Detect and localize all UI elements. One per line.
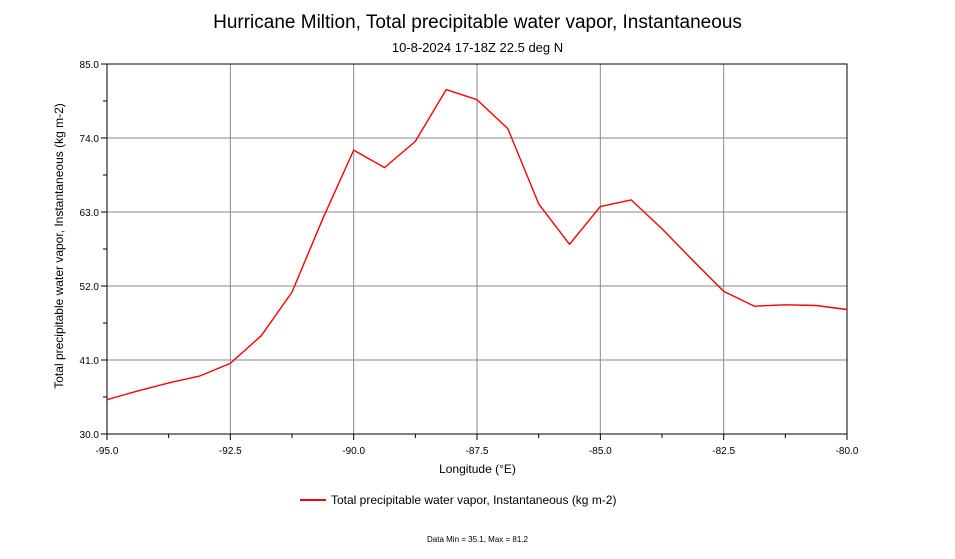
x-tick-label: -82.5 (712, 446, 735, 457)
y-tick-label: 41.0 (80, 356, 100, 367)
y-tick-label: 85.0 (80, 60, 100, 71)
series-line (106, 88, 848, 401)
data-range-footnote: Data Min = 35.1, Max = 81.2 (427, 535, 528, 544)
y-tick-label: 30.0 (80, 430, 100, 441)
legend: Total precipitable water vapor, Instanta… (300, 493, 616, 507)
x-tick-label: -92.5 (219, 446, 242, 457)
x-tick-label: -95.0 (96, 446, 119, 457)
x-tick-label: -90.0 (342, 446, 365, 457)
y-axis-label: Total precipitable water vapor, Instanta… (52, 103, 66, 389)
legend-swatch (300, 499, 326, 501)
chart-title: Hurricane Miltion, Total precipitable wa… (213, 12, 742, 33)
y-tick-label: 63.0 (80, 208, 100, 219)
y-tick-label: 74.0 (80, 134, 100, 145)
x-tick-label: -85.0 (589, 446, 612, 457)
x-tick-label: -87.5 (466, 446, 489, 457)
x-tick-label: -80.0 (836, 446, 859, 457)
legend-label: Total precipitable water vapor, Instanta… (331, 493, 617, 507)
y-tick-label: 52.0 (80, 282, 100, 293)
x-axis-label: Longitude (°E) (439, 462, 516, 476)
chart-subtitle: 10-8-2024 17-18Z 22.5 deg N (391, 40, 564, 55)
